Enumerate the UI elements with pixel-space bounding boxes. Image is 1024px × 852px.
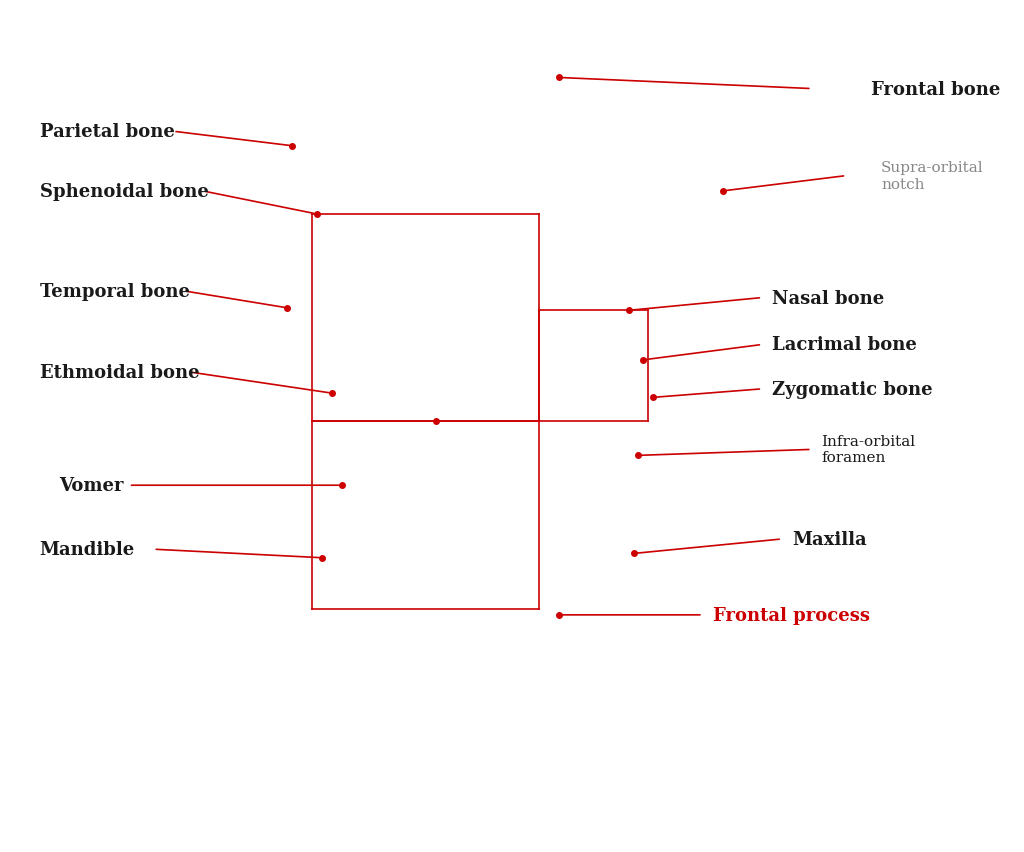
- Text: Sphenoidal bone: Sphenoidal bone: [40, 182, 209, 201]
- Text: Ethmoidal bone: Ethmoidal bone: [40, 363, 200, 382]
- Text: Parietal bone: Parietal bone: [40, 123, 174, 141]
- Text: Zygomatic bone: Zygomatic bone: [772, 380, 933, 399]
- Text: Frontal process: Frontal process: [713, 606, 869, 625]
- Text: Infra-orbital
foramen: Infra-orbital foramen: [821, 435, 915, 465]
- Text: Frontal bone: Frontal bone: [871, 80, 1000, 99]
- Text: Mandible: Mandible: [40, 540, 135, 559]
- Text: Vomer: Vomer: [59, 476, 124, 495]
- Text: Supra-orbital
notch: Supra-orbital notch: [881, 161, 984, 192]
- Text: Lacrimal bone: Lacrimal bone: [772, 336, 916, 354]
- Text: Temporal bone: Temporal bone: [40, 282, 189, 301]
- Text: Nasal bone: Nasal bone: [772, 289, 885, 308]
- Text: Maxilla: Maxilla: [792, 530, 866, 549]
